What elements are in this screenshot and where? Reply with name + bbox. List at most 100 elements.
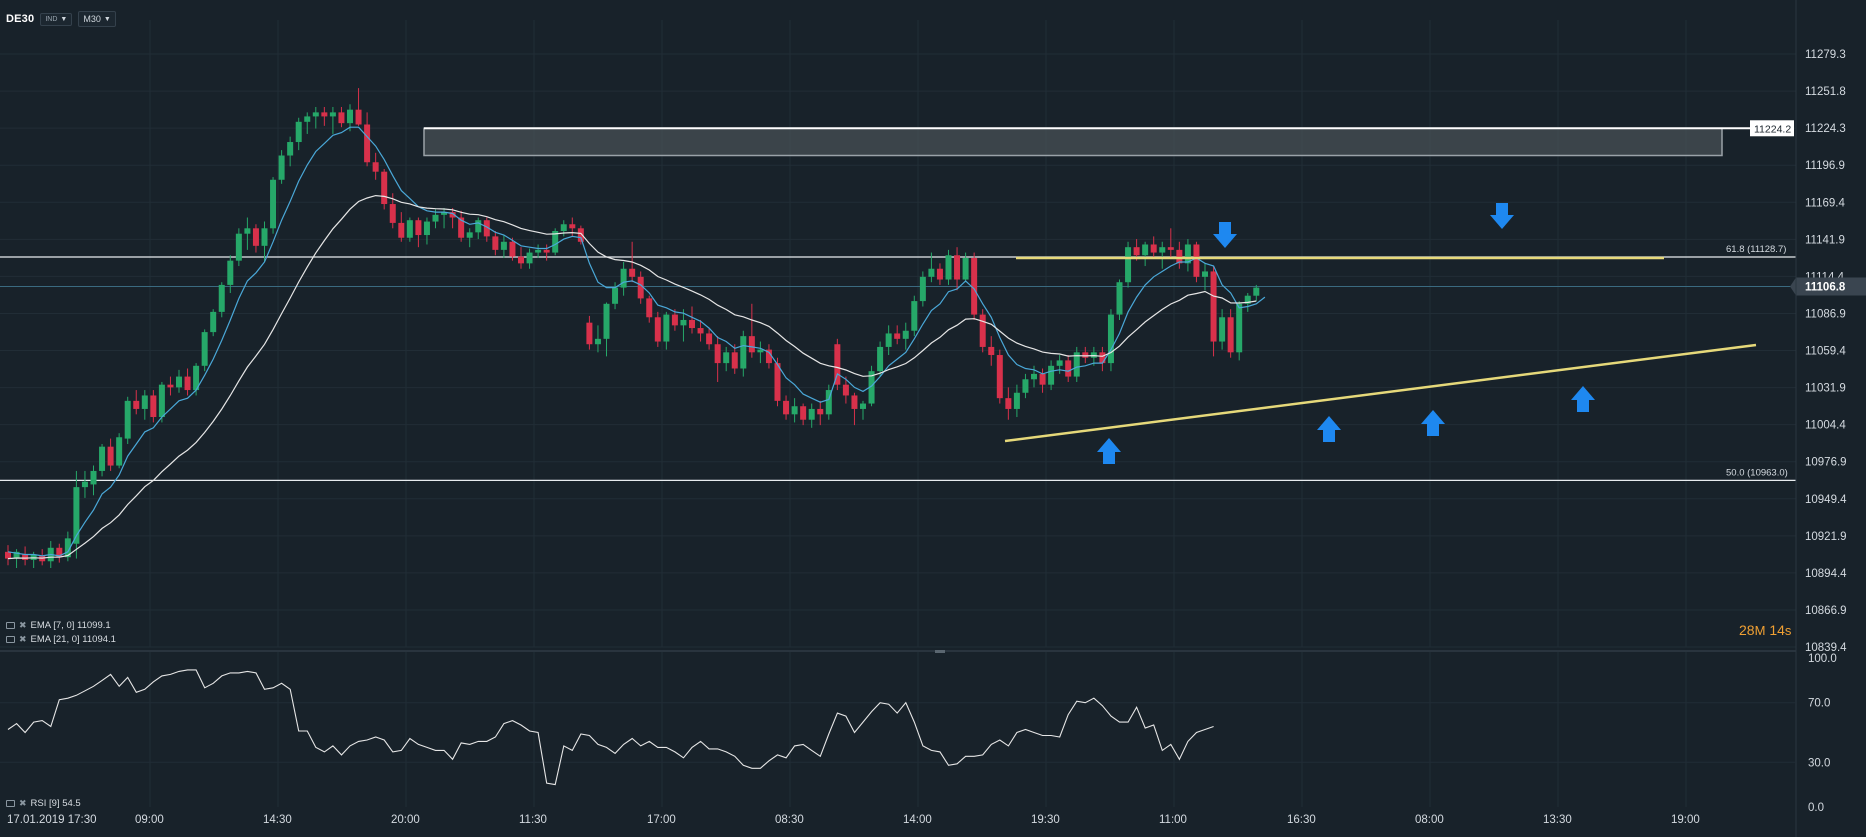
candle: [800, 403, 807, 426]
candle-body: [1056, 360, 1063, 366]
candle: [817, 400, 824, 426]
candle-body: [1031, 373, 1037, 380]
candle-body: [518, 256, 524, 264]
candle-body: [141, 395, 148, 409]
symbol-label[interactable]: DE30: [6, 13, 35, 25]
candle-body: [372, 162, 379, 172]
close-icon[interactable]: ✖: [19, 620, 27, 630]
candle: [1073, 346, 1080, 382]
candle-body: [1133, 247, 1140, 256]
candle-body: [569, 224, 576, 229]
candle: [141, 390, 148, 420]
candle-body: [714, 344, 721, 364]
candle: [748, 303, 755, 358]
candle-body: [697, 328, 704, 334]
candle: [133, 390, 140, 415]
candle-body: [1082, 352, 1089, 358]
settings-icon[interactable]: [6, 636, 15, 643]
close-icon[interactable]: ✖: [19, 798, 27, 808]
settings-icon[interactable]: [6, 622, 15, 629]
candle-body: [988, 346, 995, 356]
rsi-tick-label: 100.0: [1808, 653, 1837, 665]
candle-body: [971, 257, 978, 315]
candle-body: [637, 276, 644, 299]
timeframe-selector[interactable]: M30 ▼: [78, 11, 116, 27]
chevron-down-icon: ▼: [60, 15, 68, 23]
candle: [500, 235, 507, 258]
candle-body: [312, 112, 319, 117]
resistance-price-label: 11224.2: [1754, 123, 1791, 135]
candle-body: [1048, 365, 1055, 385]
candle: [483, 217, 490, 242]
candle: [971, 252, 978, 320]
candle-body: [646, 298, 653, 318]
candle-body: [347, 109, 353, 124]
y-tick-label: 10949.4: [1805, 494, 1847, 506]
candle: [295, 117, 302, 151]
candle: [902, 322, 909, 350]
candle-body: [1193, 244, 1200, 277]
candle-body: [612, 287, 619, 304]
ema-fast-line: [7, 126, 1266, 557]
candle: [1193, 241, 1200, 283]
candle: [740, 330, 747, 377]
candle-body: [877, 346, 884, 372]
ema-slow-line: [7, 194, 1257, 560]
candle-body: [116, 437, 123, 466]
candle-body: [287, 142, 294, 156]
candle: [372, 152, 379, 180]
candle: [210, 309, 217, 337]
candle: [509, 237, 516, 261]
ema-fast-legend[interactable]: ✖ EMA [7, 0] 11099.1: [6, 620, 111, 631]
candle: [954, 247, 961, 291]
candle-body: [936, 268, 943, 280]
candle-body: [885, 333, 892, 347]
candle: [1116, 279, 1123, 320]
candle-body: [954, 255, 961, 280]
timer-minutes-unit: M: [1754, 623, 1766, 638]
candle-body: [911, 301, 918, 331]
candle-body: [329, 112, 336, 117]
close-icon[interactable]: ✖: [19, 634, 27, 644]
candle-body: [227, 260, 234, 285]
candle: [73, 470, 80, 559]
candle-body: [654, 317, 661, 342]
settings-icon[interactable]: [6, 800, 15, 807]
candle-body: [577, 228, 584, 242]
candle-body: [594, 338, 601, 345]
candle: [116, 433, 123, 469]
current-price-badge: [1790, 277, 1866, 296]
candle-body: [158, 384, 165, 418]
candle: [1202, 263, 1208, 291]
candle-body: [1150, 244, 1157, 253]
candle-body: [167, 384, 174, 388]
candle-body: [492, 236, 499, 250]
candle: [235, 228, 242, 267]
candle: [825, 384, 832, 420]
candle: [176, 369, 182, 393]
y-tick-label: 11169.4: [1805, 197, 1845, 209]
candle: [5, 545, 11, 566]
candle-body: [902, 330, 909, 339]
candle-body: [270, 179, 277, 229]
x-tick-label: 16:30: [1287, 814, 1316, 826]
candle: [783, 395, 790, 420]
candle: [39, 549, 46, 566]
candle: [842, 376, 849, 404]
market-selector[interactable]: IND ▼: [40, 12, 73, 26]
candle-countdown: 28M 14s: [1739, 622, 1791, 638]
candle-body: [295, 121, 302, 143]
x-tick-label: 20:00: [391, 814, 420, 826]
x-tick-label: 19:30: [1031, 814, 1060, 826]
fib-label: 50.0 (10963.0): [1726, 467, 1788, 478]
rsi-legend[interactable]: ✖ RSI [9] 54.5: [6, 798, 81, 809]
candle-body: [552, 230, 559, 253]
ema-slow-legend[interactable]: ✖ EMA [21, 0] 11094.1: [6, 634, 116, 645]
candle-body: [1253, 287, 1260, 296]
candle-body: [509, 241, 516, 257]
up-arrow-icon: [1571, 386, 1595, 412]
candle-body: [706, 333, 713, 345]
candle-body: [13, 551, 20, 559]
candle-body: [107, 446, 114, 466]
